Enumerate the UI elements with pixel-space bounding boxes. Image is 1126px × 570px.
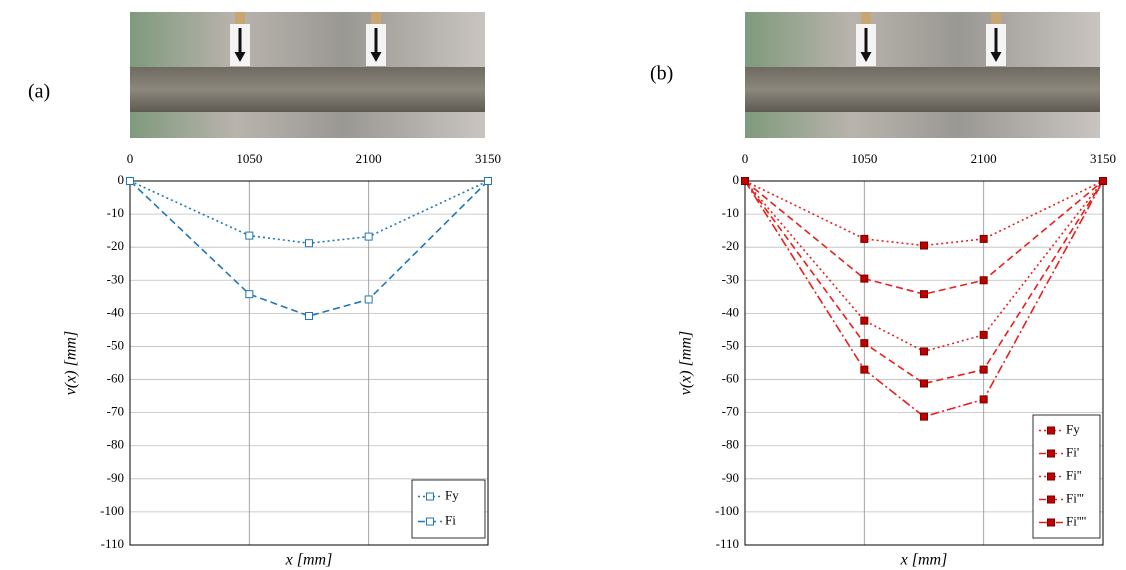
marker: [1047, 426, 1055, 435]
marker: [860, 339, 869, 348]
marker: [860, 365, 869, 374]
marker: [920, 347, 928, 356]
y-tick-label: -100: [715, 503, 739, 518]
series-line: [744, 180, 1104, 385]
y-axis-label: v(x) [mm]: [63, 331, 80, 395]
photo-arrow: [370, 28, 382, 62]
y-tick-label: -100: [100, 503, 124, 518]
legend-label: Fi: [445, 512, 456, 527]
marker: [1047, 449, 1055, 458]
y-tick-label: -40: [107, 304, 124, 319]
legend-box: [411, 479, 486, 539]
marker: [741, 177, 749, 185]
marker: [979, 234, 988, 243]
marker: [305, 312, 313, 321]
photo-beam: [745, 67, 1100, 112]
y-tick-label: -90: [107, 470, 124, 485]
legend-label: Fi': [1066, 444, 1079, 459]
x-tick-label: 0: [127, 151, 134, 166]
legend-label: Fy: [1066, 421, 1080, 436]
marker: [920, 241, 928, 250]
x-axis-label: x [mm]: [900, 552, 948, 569]
y-tick-label: -10: [722, 205, 739, 220]
y-tick-label: -20: [107, 238, 124, 253]
legend-label: Fi'''': [1066, 513, 1086, 528]
x-tick-label: 2100: [356, 151, 382, 166]
marker: [979, 365, 988, 374]
photo-arrow: [990, 28, 1002, 62]
photo-beam: [130, 67, 485, 112]
legend-label: Fi'': [1066, 467, 1082, 482]
marker: [1099, 177, 1107, 185]
photo-post: [371, 12, 381, 26]
photo-post: [991, 12, 1001, 26]
y-tick-label: -50: [722, 337, 739, 352]
marker: [979, 330, 988, 339]
y-tick-label: -10: [107, 205, 124, 220]
photo-arrow: [860, 28, 872, 62]
legend-label: Fi''': [1066, 490, 1084, 505]
y-tick-label: -110: [716, 536, 739, 551]
marker: [860, 234, 869, 243]
marker: [426, 492, 434, 501]
marker: [1047, 472, 1055, 481]
y-tick-label: 0: [733, 172, 740, 187]
marker: [245, 290, 254, 299]
marker: [920, 379, 928, 388]
marker: [305, 239, 313, 248]
photo-post: [861, 12, 871, 26]
y-tick-label: -80: [107, 437, 124, 452]
y-axis-label: v(x) [mm]: [678, 331, 695, 395]
series-line: [744, 180, 1104, 247]
y-tick-label: -60: [107, 371, 124, 386]
series-line: [129, 180, 489, 317]
panel-label: (a): [28, 81, 50, 103]
marker: [860, 274, 869, 283]
marker: [979, 395, 988, 404]
y-tick-label: -30: [107, 271, 124, 286]
marker: [920, 412, 928, 421]
y-tick-label: -20: [722, 238, 739, 253]
legend-label: Fy: [445, 487, 459, 502]
photo-arrow: [234, 28, 246, 62]
x-tick-label: 1050: [236, 151, 262, 166]
y-tick-label: -60: [722, 371, 739, 386]
y-tick-label: -70: [722, 404, 739, 419]
x-tick-label: 1050: [851, 151, 877, 166]
marker: [484, 177, 492, 185]
marker: [1047, 495, 1055, 504]
marker: [245, 231, 254, 240]
y-tick-label: 0: [118, 172, 125, 187]
marker: [426, 517, 434, 526]
marker: [920, 290, 928, 299]
x-axis-label: x [mm]: [285, 552, 333, 569]
y-tick-label: -50: [107, 337, 124, 352]
y-tick-label: -70: [107, 404, 124, 419]
plot-frame: [129, 180, 489, 546]
marker: [126, 177, 134, 185]
y-tick-label: -80: [722, 437, 739, 452]
marker: [979, 276, 988, 285]
panel-label: (b): [650, 63, 673, 85]
x-tick-label: 2100: [971, 151, 997, 166]
marker: [364, 232, 373, 241]
y-tick-label: -90: [722, 470, 739, 485]
photo-post: [235, 12, 245, 26]
x-tick-label: 0: [742, 151, 749, 166]
y-tick-label: -40: [722, 304, 739, 319]
marker: [364, 295, 373, 304]
series-line: [744, 180, 1104, 418]
plot-frame: [744, 180, 1104, 546]
y-tick-label: -30: [722, 271, 739, 286]
x-tick-label: 3150: [1090, 151, 1116, 166]
x-tick-label: 3150: [475, 151, 501, 166]
marker: [1047, 518, 1055, 527]
y-tick-label: -110: [101, 536, 124, 551]
marker: [860, 316, 869, 325]
